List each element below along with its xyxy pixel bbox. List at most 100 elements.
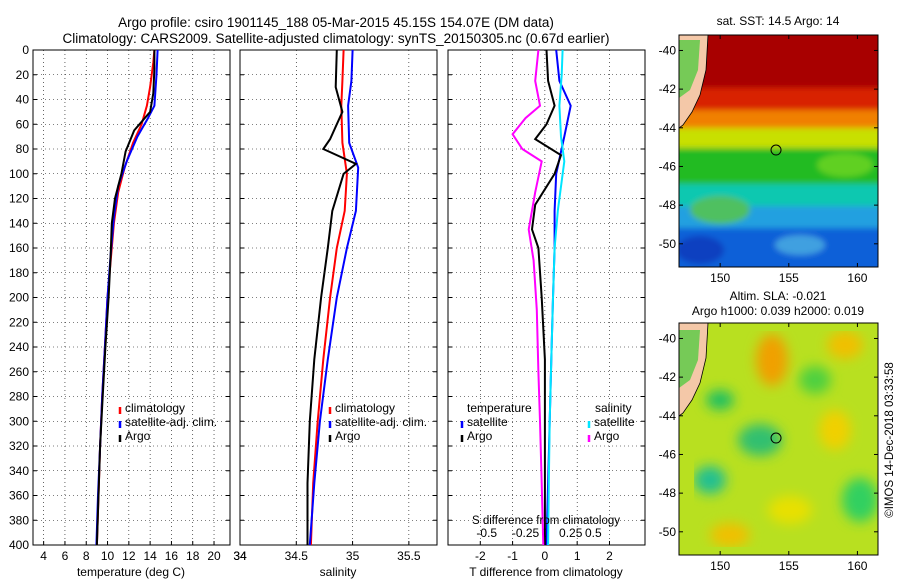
s-tick-label-0-25: 0.25	[559, 526, 583, 540]
y-tick-label-300: 300	[9, 414, 29, 428]
sst-map-frame	[678, 34, 879, 268]
series-line-argo	[306, 49, 358, 545]
legend-label-t-argo: Argo	[467, 429, 493, 443]
map-y-tick-label-50: -50	[659, 525, 677, 539]
x-tick-label-6: 6	[62, 549, 69, 563]
y-tick-label-260: 260	[9, 365, 29, 379]
map-x-tick-label-160: 160	[847, 559, 867, 573]
s-tick-label-0-25: -0.25	[512, 526, 540, 540]
legend-label-t-satellite: satellite	[467, 415, 508, 429]
series-line-temperature-argo	[530, 49, 563, 545]
temperature-axes-frame	[32, 49, 231, 546]
y-tick-label-360: 360	[9, 489, 29, 503]
map-y-tick-label-48: -48	[659, 486, 677, 500]
legend-label-s-argo: Argo	[594, 429, 620, 443]
y-tick-label-380: 380	[9, 513, 29, 527]
series-line-argo	[95, 50, 156, 546]
map-y-tick-label-40: -40	[659, 331, 677, 345]
legend-title-salinity: salinity	[595, 401, 632, 415]
sla-map-subtitle: Argo h1000: 0.039 h2000: 0.019	[692, 304, 864, 318]
map-y-tick-label-40: -40	[659, 43, 677, 57]
salinity-xlabel: salinity	[320, 565, 357, 579]
x-tick-label-35: 35	[346, 549, 360, 563]
difference-legend: temperature satellite Argo salinity sate…	[460, 401, 635, 443]
map-y-tick-label-42: -42	[659, 370, 677, 384]
s-difference-xlabel: S difference from climatology	[472, 515, 620, 527]
sla-map-frame	[678, 322, 879, 556]
legend-label-satellite: satellite-adj. clim.	[335, 415, 427, 429]
y-tick-label-400: 400	[9, 538, 29, 552]
sla-map-panel: Altim. SLA: -0.021 Argo h1000: 0.039 h20…	[659, 289, 879, 573]
y-tick-label-100: 100	[9, 167, 29, 181]
map-x-tick-label-160: 160	[847, 271, 867, 285]
y-tick-label-140: 140	[9, 216, 29, 230]
t-difference-xlabel: T difference from climatology	[469, 565, 623, 579]
sst-field	[679, 35, 878, 267]
legend-label-climatology: climatology	[125, 401, 185, 415]
x-tick-label-34: 34	[233, 549, 247, 563]
x-tick-label-34-left: 34	[233, 549, 247, 563]
legend-label-argo: Argo	[335, 429, 361, 443]
y-tick-label-80: 80	[16, 142, 30, 156]
s-tick-label-0-5: 0.5	[585, 526, 602, 540]
x-tick-label-14: 14	[143, 549, 157, 563]
legend-label-climatology: climatology	[335, 401, 395, 415]
sla-map-title: Altim. SLA: -0.021	[730, 289, 827, 303]
series-line-salinity-satellite	[547, 49, 566, 546]
x-tick-label-0: 0	[542, 549, 549, 563]
temperature-xlabel: temperature (deg C)	[77, 565, 185, 579]
x-tick-label-4: 4	[40, 549, 47, 563]
x-tick-label-34-5: 34.5	[285, 549, 309, 563]
imos-watermark: ©IMOS 14-Dec-2018 03:33:58	[884, 362, 896, 518]
legend-title-temperature: temperature	[467, 401, 532, 415]
y-tick-label-160: 160	[9, 241, 29, 255]
series-line-satellite-adj-clim	[308, 49, 360, 546]
legend-label-argo: Argo	[125, 429, 151, 443]
x-tick-label-35-5: 35.5	[397, 549, 421, 563]
x-tick-label-1: -1	[507, 549, 518, 563]
y-tick-label-60: 60	[16, 117, 30, 131]
legend-label-s-satellite: satellite	[594, 415, 635, 429]
y-tick-label-40: 40	[16, 93, 30, 107]
y-tick-label-180: 180	[9, 266, 29, 280]
salinity-legend: climatology satellite-adj. clim. Argo	[328, 401, 427, 443]
y-tick-label-220: 220	[9, 315, 29, 329]
y-tick-label-0: 0	[22, 43, 29, 57]
x-tick-label-20: 20	[207, 549, 221, 563]
map-y-tick-label-44: -44	[659, 121, 677, 135]
y-tick-label-120: 120	[9, 192, 29, 206]
salinity-axes-frame	[239, 49, 438, 546]
x-tick-label-1: 1	[574, 549, 581, 563]
legend-label-satellite: satellite-adj. clim.	[125, 415, 217, 429]
x-tick-label-2: -2	[475, 549, 486, 563]
map-y-tick-label-50: -50	[659, 237, 677, 251]
difference-panel: -2 -1 0 1 2 -0.5 -0.25 0 0.25 0.5 S difference f…	[447, 49, 646, 579]
map-x-tick-label-155: 155	[779, 559, 799, 573]
y-tick-label-200: 200	[9, 291, 29, 305]
y-tick-label-240: 240	[9, 340, 29, 354]
figure-title-line2: Climatology: CARS2009. Satellite-adjuste…	[62, 31, 609, 46]
argo-location-marker	[770, 144, 782, 156]
y-tick-label-20: 20	[16, 68, 30, 82]
x-tick-label-8: 8	[83, 549, 90, 563]
map-y-tick-label-44: -44	[659, 409, 677, 423]
sla-field	[679, 323, 878, 555]
x-tick-label-2: 2	[606, 549, 613, 563]
y-tick-label-280: 280	[9, 390, 29, 404]
x-tick-label-10: 10	[101, 549, 115, 563]
map-y-tick-label-46: -46	[659, 159, 677, 173]
sst-map-title: sat. SST: 14.5 Argo: 14	[717, 14, 840, 28]
figure-title-line1: Argo profile: csiro 1901145_188 05-Mar-2…	[118, 15, 554, 30]
x-tick-label-18: 18	[186, 549, 200, 563]
series-line-temperature-satellite	[545, 49, 572, 546]
s-tick-label-0-5: -0.5	[476, 526, 497, 540]
x-tick-label-16: 16	[165, 549, 179, 563]
map-x-tick-label-150: 150	[710, 559, 730, 573]
map-y-tick-label-48: -48	[659, 198, 677, 212]
salinity-panel: 34 34.5 35 35.534 salinity climatology sate…	[233, 49, 438, 579]
map-y-tick-label-46: -46	[659, 447, 677, 461]
map-x-tick-label-150: 150	[710, 271, 730, 285]
argo-location-marker	[770, 432, 782, 444]
y-tick-label-340: 340	[9, 464, 29, 478]
